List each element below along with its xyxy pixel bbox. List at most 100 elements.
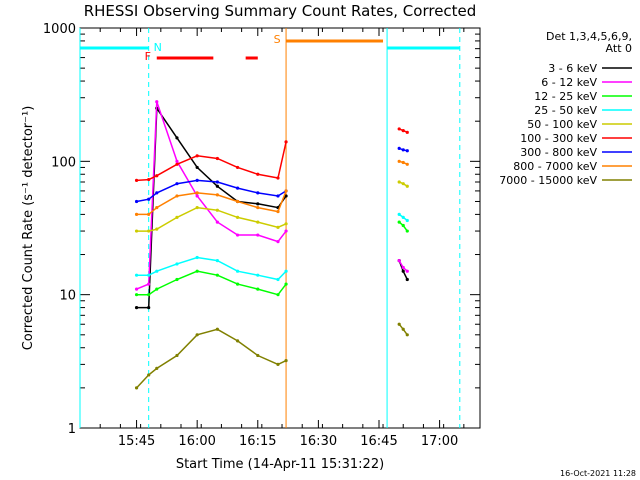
data-point-800-7000-kev: [195, 191, 199, 195]
series-line-800-7000-kev: [136, 190, 287, 216]
data-point-100-300-kev: [195, 154, 199, 158]
data-point-50-100-kev: [256, 220, 260, 224]
y-tick-label: 100: [51, 155, 76, 170]
data-point-25-50-kev: [134, 273, 139, 277]
data-point-7000-15000-kev: [397, 322, 401, 326]
data-point-800-7000-kev: [134, 212, 139, 216]
legend-label: 3 - 6 keV: [548, 62, 597, 75]
data-point-800-7000-kev: [256, 205, 260, 210]
data-point-3-6-kev: [401, 269, 405, 273]
data-point-3-6-kev: [134, 305, 139, 310]
data-point-25-50-kev: [215, 259, 219, 263]
data-point-7000-15000-kev: [155, 366, 159, 370]
data-point-50-100-kev: [284, 222, 288, 226]
data-point-50-100-kev: [397, 180, 401, 184]
x-tick-label: 16:00: [178, 434, 215, 449]
data-point-12-25-kev: [401, 223, 405, 228]
flag-bars: N S F: [80, 33, 460, 63]
data-point-50-100-kev: [215, 208, 219, 212]
data-point-12-25-kev: [175, 277, 179, 282]
data-point-800-7000-kev: [155, 205, 159, 210]
series-line-7000-15000-kev: [136, 328, 287, 389]
data-point-3-6-kev: [215, 184, 219, 188]
data-point-25-50-kev: [256, 273, 260, 277]
data-point-25-50-kev: [155, 269, 159, 273]
legend-label: 300 - 800 keV: [520, 146, 597, 159]
data-point-25-50-kev: [401, 215, 405, 219]
data-point-6-12-kev: [134, 287, 139, 291]
data-point-6-12-kev: [195, 194, 199, 198]
data-point-800-7000-kev: [235, 199, 240, 204]
data-point-12-25-kev: [397, 220, 401, 224]
data-point-300-800-kev: [401, 148, 405, 152]
data-point-25-50-kev: [235, 269, 240, 273]
data-point-7000-15000-kev: [215, 327, 219, 331]
data-point-7000-15000-kev: [276, 362, 280, 366]
data-point-6-12-kev: [284, 229, 288, 233]
data-point-12-25-kev: [256, 287, 260, 291]
data-point-300-800-kev: [155, 191, 159, 195]
data-point-50-100-kev: [235, 215, 240, 219]
x-tick-label: 16:45: [360, 434, 397, 449]
x-axis-label: Start Time (14-Apr-11 15:31:22): [176, 457, 384, 472]
data-point-100-300-kev: [276, 176, 280, 180]
data-point-3-6-kev: [175, 136, 179, 140]
data-point-50-100-kev: [405, 184, 409, 188]
data-point-100-300-kev: [397, 127, 401, 131]
footer-date: 16-Oct-2021 11:28: [560, 469, 636, 478]
data-point-100-300-kev: [235, 165, 240, 170]
legend-label: 800 - 7000 keV: [513, 160, 597, 173]
data-point-7000-15000-kev: [175, 353, 179, 358]
data-point-800-7000-kev: [276, 209, 280, 214]
data-point-6-12-kev: [256, 233, 260, 237]
x-tick-label: 16:15: [239, 434, 276, 449]
data-point-3-6-kev: [256, 202, 260, 206]
data-point-3-6-kev: [195, 165, 199, 170]
data-point-300-800-kev: [235, 186, 240, 190]
data-point-50-100-kev: [175, 215, 179, 219]
data-point-100-300-kev: [284, 140, 288, 144]
data-point-100-300-kev: [405, 130, 409, 134]
data-point-12-25-kev: [155, 287, 159, 291]
data-point-100-300-kev: [134, 178, 139, 182]
data-point-7000-15000-kev: [195, 333, 199, 337]
x-tick-label: 17:00: [421, 434, 458, 449]
data-point-800-7000-kev: [397, 159, 401, 163]
series-line-3-6-kev: [136, 106, 287, 309]
y-axis-label: Corrected Count Rate (s⁻¹ detector⁻¹): [21, 106, 36, 351]
data-point-50-100-kev: [147, 229, 151, 233]
data-point-100-300-kev: [175, 162, 179, 166]
data-point-800-7000-kev: [215, 193, 219, 197]
data-point-6-12-kev: [235, 233, 240, 237]
y-tick-label: 1: [68, 422, 76, 437]
data-point-6-12-kev: [155, 100, 159, 104]
data-point-6-12-kev: [147, 282, 151, 286]
data-point-100-300-kev: [256, 172, 260, 176]
data-point-25-50-kev: [276, 277, 280, 282]
data-point-6-12-kev: [397, 259, 401, 263]
flag-label-s: S: [274, 33, 281, 46]
data-point-12-25-kev: [134, 293, 139, 297]
data-point-50-100-kev: [155, 227, 159, 231]
legend-label: 6 - 12 keV: [541, 76, 597, 89]
legend-label: 100 - 300 keV: [520, 132, 597, 145]
data-point-12-25-kev: [235, 282, 240, 286]
series-line-300-800-kev: [136, 179, 287, 203]
series-line-6-12-kev: [136, 101, 287, 290]
data-point-300-800-kev: [134, 199, 139, 204]
legend-label: 12 - 25 keV: [534, 90, 597, 103]
y-axis: 1 10 100 1000: [43, 22, 480, 437]
data-point-300-800-kev: [147, 197, 151, 201]
data-point-300-800-kev: [175, 182, 179, 186]
data-point-300-800-kev: [195, 178, 199, 182]
x-tick-label: 15:45: [118, 434, 155, 449]
data-point-12-25-kev: [405, 229, 409, 233]
y-tick-label: 1000: [43, 22, 76, 37]
data-point-7000-15000-kev: [256, 353, 260, 358]
series-line-25-50-kev: [136, 256, 287, 281]
time-markers: [79, 28, 461, 428]
data-point-25-50-kev: [175, 262, 179, 266]
data-point-12-25-kev: [147, 293, 151, 297]
data-point-25-50-kev: [195, 255, 199, 260]
